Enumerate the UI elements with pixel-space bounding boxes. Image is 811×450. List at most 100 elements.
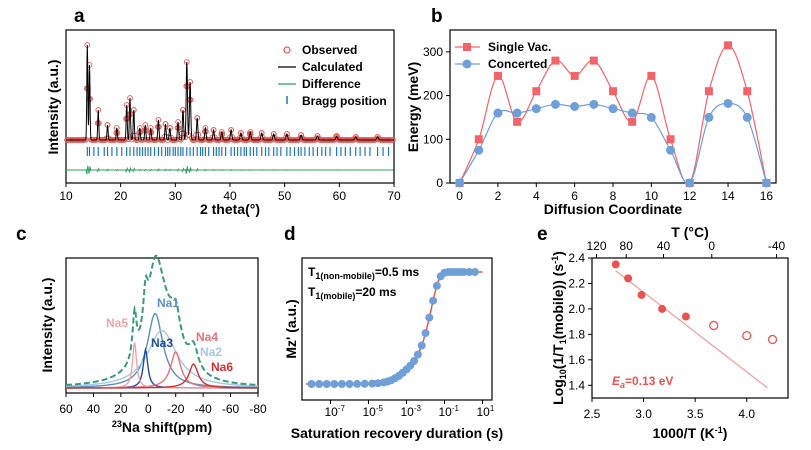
annotation-t1-nonmobile-t: T <box>308 265 316 279</box>
panel-b-xtick-label: 12 <box>683 189 697 203</box>
panel-d-xtick-exponent: -5 <box>376 404 384 413</box>
recovery-point <box>413 350 422 359</box>
panel-c-xtick-label: 20 <box>114 402 128 416</box>
panel-b-xtick-label: 6 <box>571 189 578 203</box>
panel-e-xlabel-tail: ) <box>723 425 728 441</box>
panel-d-ylabel: Mz' (a.u.) <box>283 299 299 358</box>
annotation-t1-mobile-t: T <box>308 285 316 299</box>
panel-e-ytick-label: 2.2 <box>568 276 585 290</box>
recovery-point <box>459 268 468 276</box>
activation-energy-value: =0.13 eV <box>625 374 673 388</box>
filled-point <box>624 274 633 283</box>
activation-energy-sub: a <box>620 380 625 390</box>
single-vac-point <box>551 56 560 65</box>
panel-a-xtick-label: 20 <box>114 189 128 203</box>
concerted-point <box>666 145 676 155</box>
label-na1: Na1 <box>157 296 179 310</box>
single-vac-point <box>724 41 733 50</box>
panel-d-xtick-exponent: -7 <box>338 404 346 413</box>
panel-b-ytick-label: 200 <box>423 89 443 103</box>
recovery-point <box>465 268 474 276</box>
panel-b-xtick-label: 8 <box>610 189 617 203</box>
recovery-point <box>432 281 441 290</box>
observed-point <box>298 132 304 138</box>
concerted-point <box>627 108 637 118</box>
panel-a-xtick-label: 10 <box>59 189 73 203</box>
concerted-point <box>531 104 541 114</box>
panel-e-ytick-label: 2.4 <box>568 251 585 265</box>
panel-c-xtick-label: -40 <box>194 402 212 416</box>
single-vac-point <box>532 87 541 96</box>
single-vac-point <box>589 56 598 65</box>
panel-label-c: c <box>16 224 27 245</box>
concerted-point <box>761 178 771 188</box>
panel-d-xtick-exponent: 1 <box>490 404 495 413</box>
panel-d-xtick-label: 10-3 <box>401 404 422 419</box>
arrhenius-fit-line <box>615 270 768 389</box>
single-vac-point <box>743 87 752 96</box>
panel-e-xtick-label: 2.5 <box>584 407 601 421</box>
observed-point <box>284 131 290 137</box>
label-na5: Na5 <box>106 316 128 330</box>
panel-b-xtick-label: 4 <box>533 189 540 203</box>
panel-c-frame <box>65 257 259 394</box>
annotation-t1-nonmobile-value: =0.5 ms <box>375 265 420 279</box>
panel-label-b: b <box>431 6 443 27</box>
panel-a-xlabel: 2 theta(°) <box>200 201 260 217</box>
panel-c-xlabel: 23Na shift(ppm) <box>112 419 212 435</box>
concerted-point <box>646 112 656 122</box>
panel-e-top-tick-label: 0 <box>708 239 715 253</box>
panel-e-top-tick-label: 120 <box>586 239 606 253</box>
observed-point <box>238 130 244 136</box>
recovery-point <box>337 380 346 388</box>
concerted-point <box>589 99 599 109</box>
difference-curve <box>66 165 394 175</box>
concerted-point <box>608 104 618 114</box>
panel-b-xtick-label: 16 <box>760 189 774 203</box>
recovery-point <box>425 313 434 322</box>
panel-d-xtick-label: 101 <box>477 404 495 419</box>
total-fit-curve <box>65 254 258 386</box>
annotation-t1-nonmobile-sub: 1(non-mobile) <box>315 271 375 281</box>
panel-b-ylabel: Energy (meV) <box>405 62 421 152</box>
panel-label-e: e <box>537 224 548 245</box>
panel-d-xlabel: Saturation recovery duration (s) <box>291 425 503 441</box>
panel-c-xtick-label: 0 <box>145 402 152 416</box>
panel-e-top-tick-label: 40 <box>657 239 671 253</box>
panel-a-chart: 10 20 30 40 50 60 70 2 theta(°) Intensity (a.u… <box>45 29 401 217</box>
annotation-t1-mobile-sub: 1(mobile) <box>315 291 355 301</box>
activation-energy-label: Ea=0.13 eV <box>612 374 673 390</box>
recovery-point <box>417 341 426 350</box>
panel-b-chart: 0 2 4 6 8 10 12 14 16 0 100 200 300 Diffusion Coordi… <box>405 29 777 217</box>
concerted-point <box>570 102 580 111</box>
panel-e-top-tick-label: -40 <box>768 239 786 253</box>
panel-c-chart: 60 40 20 0 -20 -40 -60 -80 23Na shift(ppm) Inte… <box>39 254 267 435</box>
panel-b-xtick-label: 0 <box>456 189 463 203</box>
annotation-t1-nonmobile: T1(non-mobile)=0.5 ms <box>308 265 420 281</box>
single-vac-point <box>609 87 617 96</box>
panel-e-ytick-label: 1.4 <box>568 378 585 392</box>
recovery-point <box>360 379 369 388</box>
panel-d-xtick-exponent: -3 <box>414 404 422 413</box>
observed-point <box>247 129 254 135</box>
activation-energy-e: E <box>612 374 621 388</box>
filled-point <box>658 304 667 313</box>
annotation-t1-mobile-value: =20 ms <box>355 285 396 299</box>
panel-e-xtick-label: 3.0 <box>635 407 652 421</box>
single-vac-point <box>704 87 713 96</box>
panel-c-xtick-label: -80 <box>249 402 267 416</box>
recovery-point <box>330 380 339 388</box>
panel-b-xtick-label: 10 <box>645 189 659 203</box>
legend-bragg-label: Bragg position <box>302 94 387 108</box>
legend-calculated-label: Calculated <box>302 60 363 74</box>
concerted-point <box>704 112 714 122</box>
panel-a-xtick-label: 30 <box>169 189 183 203</box>
recovery-point <box>353 379 362 388</box>
concerted-point <box>685 178 695 188</box>
recovery-point <box>421 329 430 338</box>
open-point <box>767 334 778 345</box>
panel-c-xtick-label: -60 <box>222 402 240 416</box>
label-na6: Na6 <box>211 360 233 374</box>
